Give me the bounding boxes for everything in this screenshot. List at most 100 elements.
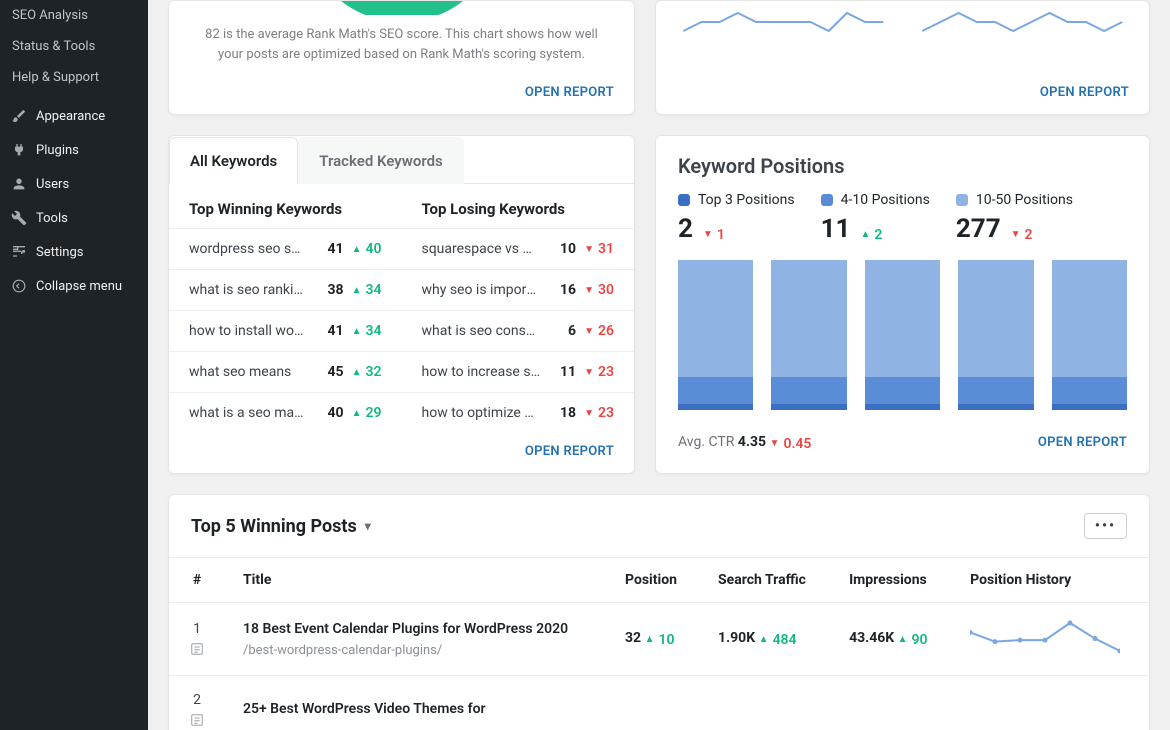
seo-score-description: 82 is the average Rank Math's SEO score.… (169, 25, 634, 74)
winning-keywords-heading: Top Winning Keywords (169, 184, 402, 228)
keyword-delta: ▼26 (584, 323, 614, 339)
table-row[interactable]: 2 25+ Best WordPress Video Themes for (169, 676, 1149, 730)
plug-icon (10, 141, 28, 159)
keyword-delta: ▲34 (352, 323, 382, 339)
row-index: 2 (169, 676, 225, 730)
more-options-button[interactable]: ••• (1084, 513, 1127, 539)
keyword-value: 16 (548, 282, 576, 298)
row-index: 1 (169, 603, 225, 676)
keyword-row[interactable]: what is seo consulting 6 ▼26 (402, 310, 635, 351)
keyword-positions-card: Keyword Positions Top 3 Positions2▼1 4-10… (655, 135, 1150, 474)
top-posts-card: Top 5 Winning Posts ▾ ••• #TitlePosition… (168, 494, 1150, 730)
sidebar-item-users[interactable]: Users (0, 167, 148, 201)
keyword-name: squarespace vs wor… (422, 241, 541, 257)
keyword-name: how to install wordp… (189, 323, 308, 339)
collapse-icon (10, 277, 28, 295)
keyword-value: 6 (548, 323, 576, 339)
keyword-name: what is a seo mana… (189, 405, 308, 421)
keywords-open-report-link[interactable]: OPEN REPORT (525, 444, 614, 459)
sidebar-item-settings[interactable]: Settings (0, 235, 148, 269)
tab-all-keywords[interactable]: All Keywords (169, 137, 298, 184)
position-history-sparkline (970, 619, 1120, 655)
avg-ctr: Avg. CTR 4.35 ▼0.45 (678, 434, 811, 452)
keyword-row[interactable]: how to optimize seo 18 ▼23 (402, 392, 635, 433)
keyword-value: 18 (548, 405, 576, 421)
keyword-row[interactable]: why seo is importan… 16 ▼30 (402, 269, 635, 310)
top-posts-title[interactable]: Top 5 Winning Posts ▾ (191, 516, 371, 537)
main-content: 82 is the average Rank Math's SEO score.… (148, 0, 1170, 730)
keyword-row[interactable]: how to increase seo … 11 ▼23 (402, 351, 635, 392)
keywords-card: All Keywords Tracked Keywords Top Winnin… (168, 135, 635, 474)
winning-keywords-col: Top Winning Keywords wordpress seo servi… (169, 184, 402, 433)
keyword-row[interactable]: squarespace vs wor…10▼31 (402, 228, 635, 269)
post-icon (189, 641, 205, 657)
brush-icon (10, 107, 28, 125)
sidebar-collapse[interactable]: Collapse menu (0, 269, 148, 303)
tab-tracked-keywords[interactable]: Tracked Keywords (298, 137, 463, 184)
keyword-value: 40 (316, 405, 344, 421)
keyword-name: what seo means (189, 364, 308, 380)
wp-admin-sidebar: SEO AnalysisStatus & ToolsHelp & Support… (0, 0, 148, 730)
sidebar-item-tools[interactable]: Tools (0, 201, 148, 235)
keyword-delta: ▲34 (352, 282, 382, 298)
keyword-row[interactable]: what is seo ranking 38 ▲34 (169, 269, 402, 310)
keyword-delta: ▼30 (584, 282, 614, 298)
keyword-value: 11 (548, 364, 576, 380)
keyword-name: how to optimize seo (422, 405, 541, 421)
positions-bar (771, 260, 846, 410)
keyword-value: 38 (316, 282, 344, 298)
keyword-value: 41 (316, 241, 344, 257)
seo-score-card: 82 is the average Rank Math's SEO score.… (168, 0, 635, 115)
sidebar-subitem[interactable]: SEO Analysis (0, 0, 148, 31)
sidebar-item-plugins[interactable]: Plugins (0, 133, 148, 167)
positions-bar (1052, 260, 1127, 410)
keyword-row[interactable]: how to install wordp…41▲34 (169, 310, 402, 351)
keyword-delta: ▼23 (584, 405, 614, 421)
posts-col-header: Title (225, 558, 607, 603)
table-row[interactable]: 1 18 Best Event Calendar Plugins for Word… (169, 603, 1149, 676)
positions-open-report-link[interactable]: OPEN REPORT (1038, 435, 1127, 450)
keyword-delta: ▲40 (352, 241, 382, 257)
keyword-positions-title: Keyword Positions (656, 136, 1149, 188)
keyword-row[interactable]: what is a seo mana… 40 ▲29 (169, 392, 402, 433)
sidebar-collapse-label: Collapse menu (36, 279, 122, 294)
sliders-icon (10, 243, 28, 261)
post-title: 25+ Best WordPress Video Themes for (243, 700, 589, 720)
keywords-tabs: All Keywords Tracked Keywords (169, 136, 634, 184)
seo-donut-partial (169, 1, 634, 25)
losing-keywords-heading: Top Losing Keywords (402, 184, 635, 228)
keyword-name: how to increase seo … (422, 364, 541, 380)
posts-col-header: Search Traffic (700, 558, 831, 603)
keyword-name: why seo is importan… (422, 282, 541, 298)
top-posts-table: #TitlePositionSearch TrafficImpressionsP… (169, 557, 1149, 730)
positions-bar (865, 260, 940, 410)
post-title: 18 Best Event Calendar Plugins for WordP… (243, 620, 589, 640)
keyword-delta: ▲32 (352, 364, 382, 380)
posts-col-header: Impressions (831, 558, 952, 603)
keyword-name: wordpress seo servi… (189, 241, 308, 257)
positions-bar (958, 260, 1033, 410)
keyword-value: 45 (316, 364, 344, 380)
keyword-row[interactable]: what seo means 45 ▲32 (169, 351, 402, 392)
keyword-delta: ▲29 (352, 405, 382, 421)
sidebar-item-appearance[interactable]: Appearance (0, 99, 148, 133)
positions-legend-item: 4-10 Positions11▲2 (821, 192, 930, 244)
sidebar-subitem[interactable]: Help & Support (0, 62, 148, 93)
keyword-delta: ▼31 (584, 241, 614, 257)
sparkline-right (913, 9, 1132, 35)
keyword-delta: ▼23 (584, 364, 614, 380)
seo-open-report-link[interactable]: OPEN REPORT (525, 85, 614, 100)
post-icon (189, 712, 205, 728)
losing-keywords-col: Top Losing Keywords squarespace vs wor…1… (402, 184, 635, 433)
metric-card-right: OPEN REPORT (655, 0, 1150, 115)
sparkline-left (674, 9, 893, 35)
positions-bar (678, 260, 753, 410)
keyword-name: what is seo ranking (189, 282, 308, 298)
metric-open-report-link[interactable]: OPEN REPORT (1040, 85, 1129, 100)
posts-col-header: Position (607, 558, 700, 603)
positions-legend-item: Top 3 Positions2▼1 (678, 192, 795, 244)
sidebar-subitem[interactable]: Status & Tools (0, 31, 148, 62)
keyword-row[interactable]: wordpress seo servi… 41 ▲40 (169, 228, 402, 269)
user-icon (10, 175, 28, 193)
keyword-name: what is seo consulting (422, 323, 541, 339)
